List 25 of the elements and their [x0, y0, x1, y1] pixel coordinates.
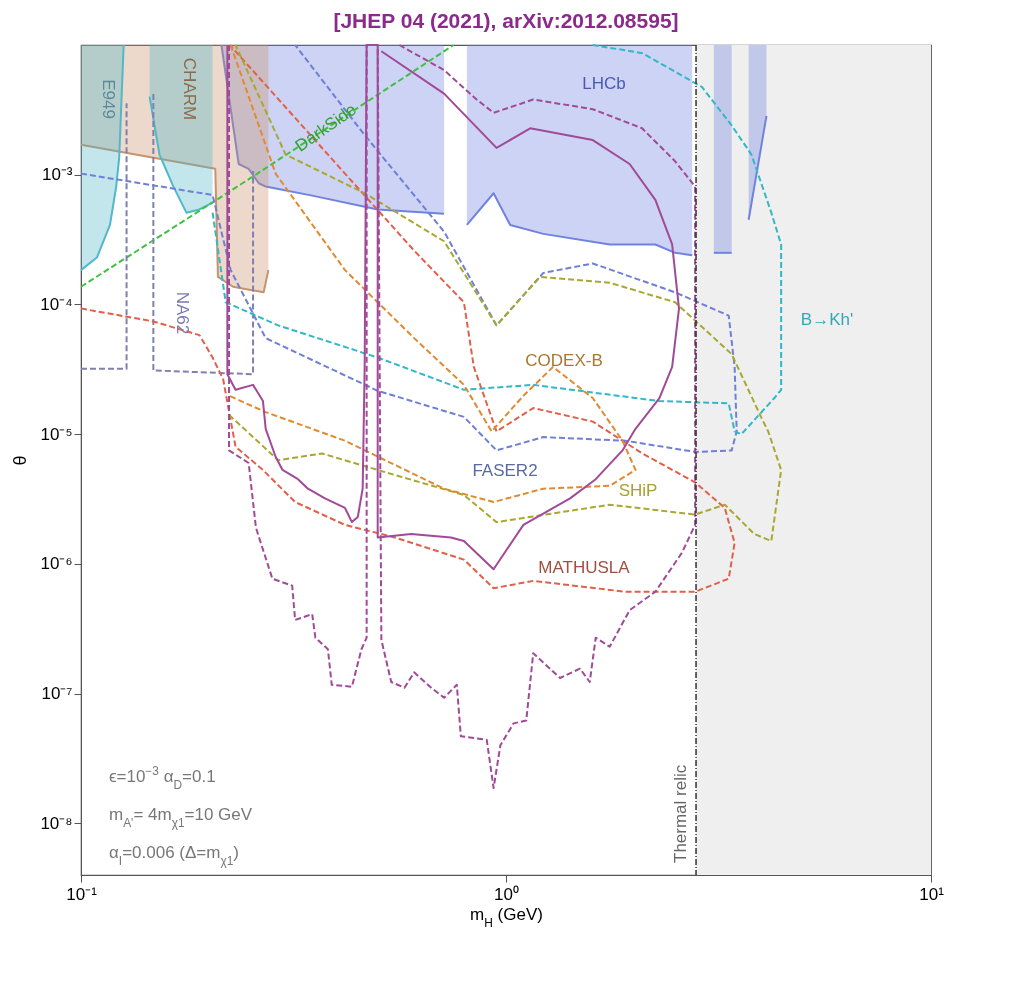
annotation: m$_{A'}$= 4m$_{χ1}$=10 GeV [109, 805, 253, 830]
y-tick-label: 10⁻³ [41, 165, 73, 185]
x-tick-label: 10⁰ [494, 884, 519, 904]
annotation: FASER2 [472, 461, 538, 480]
x-tick-label: 10¹ [919, 884, 945, 904]
annotation: CODEX-B [525, 351, 603, 370]
y-tick-label: 10⁻⁵ [40, 424, 73, 444]
ref-line-label: Thermal relic [671, 764, 691, 863]
x-axis-title: m$_{H}$ (GeV) [470, 904, 543, 930]
annotation: NA62 [173, 291, 192, 335]
annotation: SHiP [618, 481, 658, 500]
annotation: α$_{I}$=0.006 (Δ=m$_{χ1}$) [109, 843, 239, 868]
chart-title: [JHEP 04 (2021), arXiv:2012.08595] [333, 9, 679, 32]
annotation: E949 [99, 79, 118, 119]
y-tick-label: 10⁻⁶ [40, 554, 73, 574]
y-tick-label: 10⁻⁴ [40, 294, 73, 314]
y-tick-label: 10⁻⁸ [40, 813, 73, 833]
y-axis-title: θ [10, 455, 31, 466]
x-tick-label: 10⁻¹ [66, 884, 98, 904]
annotation: ϵ=10$^{−3}$ α$_{D}$=0.1 [109, 764, 216, 792]
y-tick-label: 10⁻⁷ [41, 684, 73, 704]
annotation: MATHUSLA [538, 558, 631, 577]
annotation: CHARM [180, 57, 199, 121]
annotation: LHCb [582, 74, 626, 93]
annotation: B→Kh' [800, 310, 854, 329]
